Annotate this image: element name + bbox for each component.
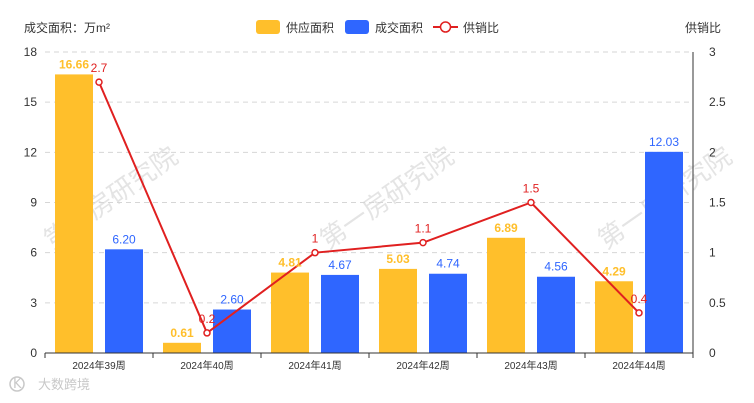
x-tick-label: 2024年43周 (504, 359, 557, 372)
bar-supply (487, 237, 525, 353)
y-axis-left-title: 成交面积：万m² (24, 20, 110, 35)
data-label-ratio: 0.4 (631, 292, 648, 306)
data-label-ratio: 1 (312, 232, 319, 246)
y-tick-right: 2.5 (709, 95, 726, 109)
legend-swatch-deal (345, 20, 369, 34)
data-label-ratio: 1.1 (415, 222, 432, 236)
data-labels: 16.66 0.61 4.81 5.03 6.89 4.29 6.20 2.60 4.67 4.7… (59, 57, 679, 339)
legend-label-supply: 供应面积 (286, 20, 334, 35)
legend-marker-ratio (439, 21, 452, 33)
bar-deal (645, 151, 683, 353)
y-tick-right: 1.5 (709, 196, 726, 210)
data-label-supply: 4.81 (278, 256, 302, 270)
ratio-line (95, 78, 643, 337)
x-tick-label: 2024年39周 (72, 359, 125, 372)
y-tick-left: 18 (24, 45, 38, 59)
bar-deal (213, 309, 251, 353)
svg-text:K: K (13, 377, 22, 392)
axes: 0 3 6 9 12 15 18 0 0.5 1 1.5 2 2.5 3 2024年39周 2024年40周 2… (24, 45, 726, 372)
k-logo-icon: K (9, 376, 25, 392)
ratio-point (95, 78, 103, 86)
watermarks: 第一房研究院 第一房研究院 第一房研究院 (39, 142, 738, 256)
data-label-deal: 4.74 (436, 257, 460, 271)
data-label-ratio: 2.7 (91, 61, 108, 75)
data-label-deal: 4.56 (544, 260, 568, 274)
data-label-deal: 12.03 (649, 135, 679, 149)
y-tick-right: 0 (709, 346, 716, 360)
ratio-point (419, 238, 427, 247)
y-tick-left: 6 (30, 246, 37, 260)
logo-text: 大数跨境 (38, 378, 90, 393)
logo: K 大数跨境 (9, 376, 90, 393)
y-tick-left: 0 (30, 346, 37, 360)
data-label-supply: 5.03 (386, 252, 410, 266)
bar-supply (163, 342, 201, 353)
bar-supply (379, 268, 417, 353)
ratio-point (311, 248, 319, 257)
legend-swatch-supply (256, 20, 280, 34)
legend: 供应面积 成交面积 供销比 (256, 20, 499, 35)
bar-deal (105, 249, 143, 353)
data-label-deal: 2.60 (220, 293, 244, 307)
bars (55, 74, 683, 353)
bar-deal (429, 273, 467, 353)
watermark-2: 第一房研究院 (315, 142, 460, 256)
data-label-supply: 6.89 (494, 221, 518, 235)
ratio-point (635, 309, 643, 317)
y-tick-left: 12 (24, 145, 38, 159)
x-tick-label: 2024年42周 (396, 359, 449, 372)
data-label-ratio: 0.2 (199, 312, 216, 326)
y-tick-right: 2 (709, 145, 716, 159)
bar-supply (271, 272, 309, 353)
bar-supply (55, 74, 93, 353)
y-tick-left: 9 (30, 196, 37, 210)
y-tick-left: 15 (24, 95, 38, 109)
x-tick-label: 2024年44周 (612, 359, 665, 372)
grid (45, 51, 693, 304)
bar-deal (537, 276, 575, 353)
ratio-point (527, 198, 535, 207)
y-tick-right: 3 (709, 45, 716, 59)
data-label-ratio: 1.5 (523, 182, 540, 196)
data-label-deal: 6.20 (112, 232, 136, 246)
y-tick-right: 1 (709, 246, 716, 260)
x-tick-label: 2024年40周 (180, 359, 233, 372)
data-label-supply: 0.61 (170, 326, 194, 340)
ratio-point (203, 329, 211, 337)
y-axis-right-title: 供销比 (685, 21, 721, 35)
bar-supply (595, 281, 633, 353)
ratio-line-path (98, 81, 640, 335)
y-tick-left: 3 (30, 296, 37, 310)
data-label-deal: 4.67 (328, 258, 352, 272)
bar-deal (321, 274, 359, 353)
data-label-supply: 16.66 (59, 57, 89, 71)
data-label-supply: 4.29 (602, 264, 626, 278)
legend-label-ratio: 供销比 (463, 21, 499, 35)
legend-label-deal: 成交面积 (375, 20, 423, 35)
y-tick-right: 0.5 (709, 296, 726, 310)
x-tick-label: 2024年41周 (288, 359, 341, 372)
